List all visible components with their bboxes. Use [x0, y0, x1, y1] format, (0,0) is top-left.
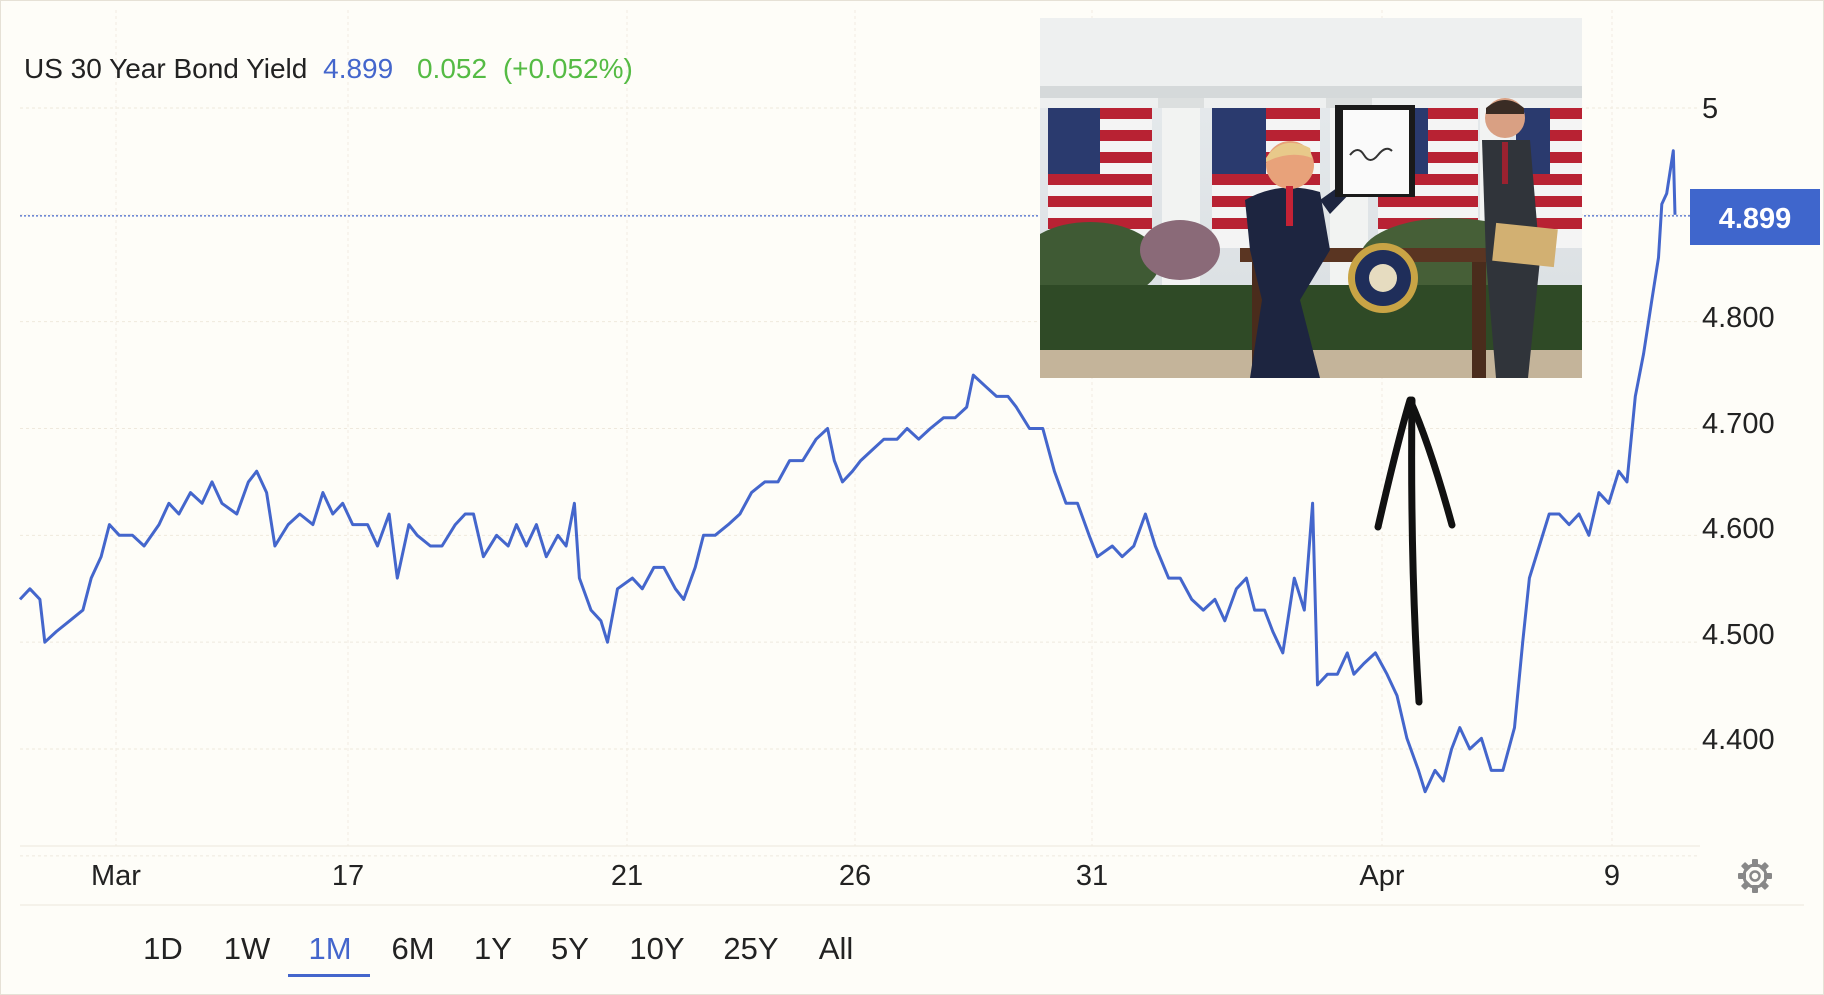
- x-axis: Mar 17 21 26 31 Apr 9: [91, 860, 1620, 892]
- last-value: 4.899: [323, 53, 393, 84]
- x-tick-label: 31: [1076, 860, 1108, 892]
- y-tick-label: 4.600: [1702, 513, 1775, 545]
- range-active-underline: [288, 974, 370, 977]
- x-tick-label: Mar: [91, 860, 141, 892]
- y-axis: 5 4.800 4.700 4.600 4.500 4.400: [1702, 93, 1775, 756]
- x-tick-label: 17: [332, 860, 364, 892]
- y-tick-label: 4.700: [1702, 408, 1775, 440]
- range-button-1m[interactable]: 1M: [308, 931, 351, 966]
- range-button-5y[interactable]: 5Y: [551, 931, 589, 966]
- range-button-1w[interactable]: 1W: [224, 931, 271, 966]
- range-button-all[interactable]: All: [819, 931, 853, 966]
- chart-title: US 30 Year Bond Yield 4.899 0.052 (+0.05…: [24, 53, 633, 84]
- y-tick-label: 4.400: [1702, 724, 1775, 756]
- settings-gear-icon[interactable]: [1738, 859, 1772, 893]
- range-button-10y[interactable]: 10Y: [629, 931, 684, 966]
- y-tick-label: 4.800: [1702, 302, 1775, 334]
- last-value-badge: 4.899: [1690, 189, 1820, 245]
- change-value: 0.052: [417, 53, 487, 84]
- inset-photo: [1040, 18, 1582, 378]
- range-button-1y[interactable]: 1Y: [474, 931, 512, 966]
- x-tick-label: 9: [1604, 860, 1620, 892]
- yield-series-line: [18, 149, 1677, 794]
- range-button-6m[interactable]: 6M: [391, 931, 434, 966]
- range-button-1d[interactable]: 1D: [143, 931, 183, 966]
- last-value-badge-text: 4.899: [1719, 203, 1792, 235]
- range-button-25y[interactable]: 25Y: [723, 931, 778, 966]
- range-selector: 1D 1W 1M 6M 1Y 5Y 10Y 25Y All: [143, 931, 853, 977]
- y-tick-label: 5: [1702, 93, 1718, 125]
- x-tick-label: Apr: [1359, 860, 1404, 892]
- change-percent: (+0.052%): [503, 53, 633, 84]
- annotation-arrow: [1374, 396, 1456, 706]
- x-tick-label: 26: [839, 860, 871, 892]
- y-tick-label: 4.500: [1702, 619, 1775, 651]
- x-tick-label: 21: [611, 860, 643, 892]
